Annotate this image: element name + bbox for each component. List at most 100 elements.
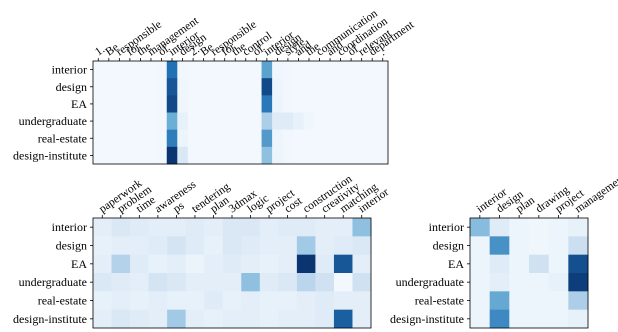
row-label: design bbox=[56, 80, 87, 94]
heatmap-cell bbox=[208, 78, 220, 96]
heatmap-cell bbox=[293, 112, 305, 131]
heatmap-cell bbox=[345, 95, 357, 113]
heatmap-cell bbox=[148, 254, 168, 274]
heatmap-cell bbox=[177, 129, 189, 148]
heatmap-cell bbox=[185, 309, 205, 329]
heatmap-cell bbox=[135, 129, 147, 148]
row-label: EA bbox=[71, 97, 87, 111]
row-label: design bbox=[433, 239, 464, 253]
heatmap-cell bbox=[470, 218, 491, 237]
heatmap-cell bbox=[93, 95, 104, 113]
heatmap-cell bbox=[145, 112, 157, 131]
heatmap-cell bbox=[470, 273, 491, 292]
heatmap-cell bbox=[187, 95, 199, 113]
heatmap-cell bbox=[148, 291, 168, 311]
heatmap-cell bbox=[335, 61, 347, 79]
heatmap-cell bbox=[167, 291, 187, 311]
heatmap-panel-1: interior design EA undergraduate real-estate… bbox=[13, 7, 417, 165]
heatmap-cell bbox=[529, 218, 550, 237]
heatmap-cell bbox=[198, 61, 210, 79]
heatmap-cell bbox=[93, 218, 112, 237]
heatmap-cell bbox=[548, 236, 569, 256]
heatmap-cell bbox=[509, 218, 530, 237]
heatmap-cell bbox=[148, 273, 168, 292]
heatmap-frame bbox=[469, 217, 589, 329]
heatmap-cell bbox=[240, 95, 252, 113]
heatmap-cell bbox=[130, 309, 149, 329]
heatmap-cell bbox=[293, 95, 305, 113]
heatmap-cell bbox=[366, 112, 378, 131]
heatmap-cell bbox=[278, 236, 298, 256]
heatmap-cell bbox=[219, 61, 231, 79]
heatmap-cell bbox=[241, 291, 261, 311]
heatmap-cell bbox=[315, 254, 335, 274]
row-label: design-institute bbox=[13, 312, 87, 326]
heatmap-cell bbox=[229, 95, 241, 113]
heatmap-frame bbox=[92, 60, 389, 165]
heatmap-cell bbox=[251, 61, 262, 79]
heatmap-cell bbox=[529, 309, 550, 329]
heatmap-cell bbox=[548, 309, 569, 329]
heatmap-cell bbox=[241, 236, 261, 256]
heatmap-cell bbox=[272, 112, 284, 131]
heatmap-cell bbox=[204, 273, 224, 292]
heatmap-cell bbox=[198, 95, 210, 113]
heatmap-cell bbox=[509, 254, 530, 274]
heatmap-cell bbox=[219, 78, 231, 96]
heatmap-cell bbox=[272, 95, 284, 113]
heatmap-cell bbox=[333, 236, 353, 256]
heatmap-cell bbox=[166, 78, 178, 96]
heatmap-cell bbox=[198, 78, 210, 96]
heatmap-cell bbox=[145, 78, 157, 96]
heatmap-cell bbox=[282, 146, 294, 165]
heatmap-cell bbox=[377, 146, 389, 165]
heatmap-cell bbox=[293, 146, 305, 165]
heatmap-cell bbox=[278, 218, 298, 237]
heatmap-cell bbox=[296, 236, 316, 256]
heatmap-cell bbox=[259, 236, 279, 256]
heatmap-cell bbox=[489, 291, 510, 311]
heatmap-cell bbox=[296, 309, 316, 329]
heatmap-cell bbox=[93, 146, 104, 165]
heatmap-cell bbox=[222, 236, 242, 256]
heatmap-cell bbox=[345, 112, 357, 131]
heatmap-cell bbox=[352, 291, 372, 311]
heatmap-cell bbox=[366, 146, 378, 165]
heatmap-cell bbox=[366, 78, 378, 96]
heatmap-cell bbox=[208, 61, 220, 79]
heatmap-cell bbox=[229, 129, 241, 148]
heatmap-cell bbox=[177, 78, 189, 96]
heatmap-cell bbox=[377, 61, 389, 79]
heatmap-panel-3: interior design EA undergraduate real-estate… bbox=[390, 171, 618, 329]
heatmap-cell bbox=[509, 236, 530, 256]
heatmap-cell bbox=[167, 254, 187, 274]
heatmap-cell bbox=[529, 291, 550, 311]
heatmap-cell bbox=[568, 236, 589, 256]
heatmap-cell bbox=[130, 273, 149, 292]
heatmap-cell bbox=[315, 273, 335, 292]
heatmap-cell bbox=[204, 309, 224, 329]
heatmap-cell bbox=[241, 273, 261, 292]
heatmap-cell bbox=[111, 218, 131, 237]
heatmap-cell bbox=[324, 112, 336, 131]
heatmap-cell bbox=[222, 291, 242, 311]
heatmap-cell bbox=[187, 146, 199, 165]
heatmap-cell bbox=[187, 78, 199, 96]
heatmap-cell bbox=[315, 236, 335, 256]
heatmap-cell bbox=[470, 291, 491, 311]
heatmap-cell bbox=[377, 112, 389, 131]
heatmap-cell bbox=[324, 95, 336, 113]
heatmap-cell bbox=[259, 218, 279, 237]
heatmap-cell bbox=[489, 218, 510, 237]
heatmap-cell bbox=[352, 309, 372, 329]
heatmap-cell bbox=[345, 61, 357, 79]
heatmap-cell bbox=[333, 273, 353, 292]
heatmap-cell bbox=[167, 309, 187, 329]
heatmap-cell bbox=[251, 78, 262, 96]
heatmap-cell bbox=[93, 254, 112, 274]
heatmap-cell bbox=[240, 61, 252, 79]
heatmap-cell bbox=[333, 309, 353, 329]
heatmap-cell bbox=[356, 129, 368, 148]
heatmap-cell bbox=[489, 273, 510, 292]
